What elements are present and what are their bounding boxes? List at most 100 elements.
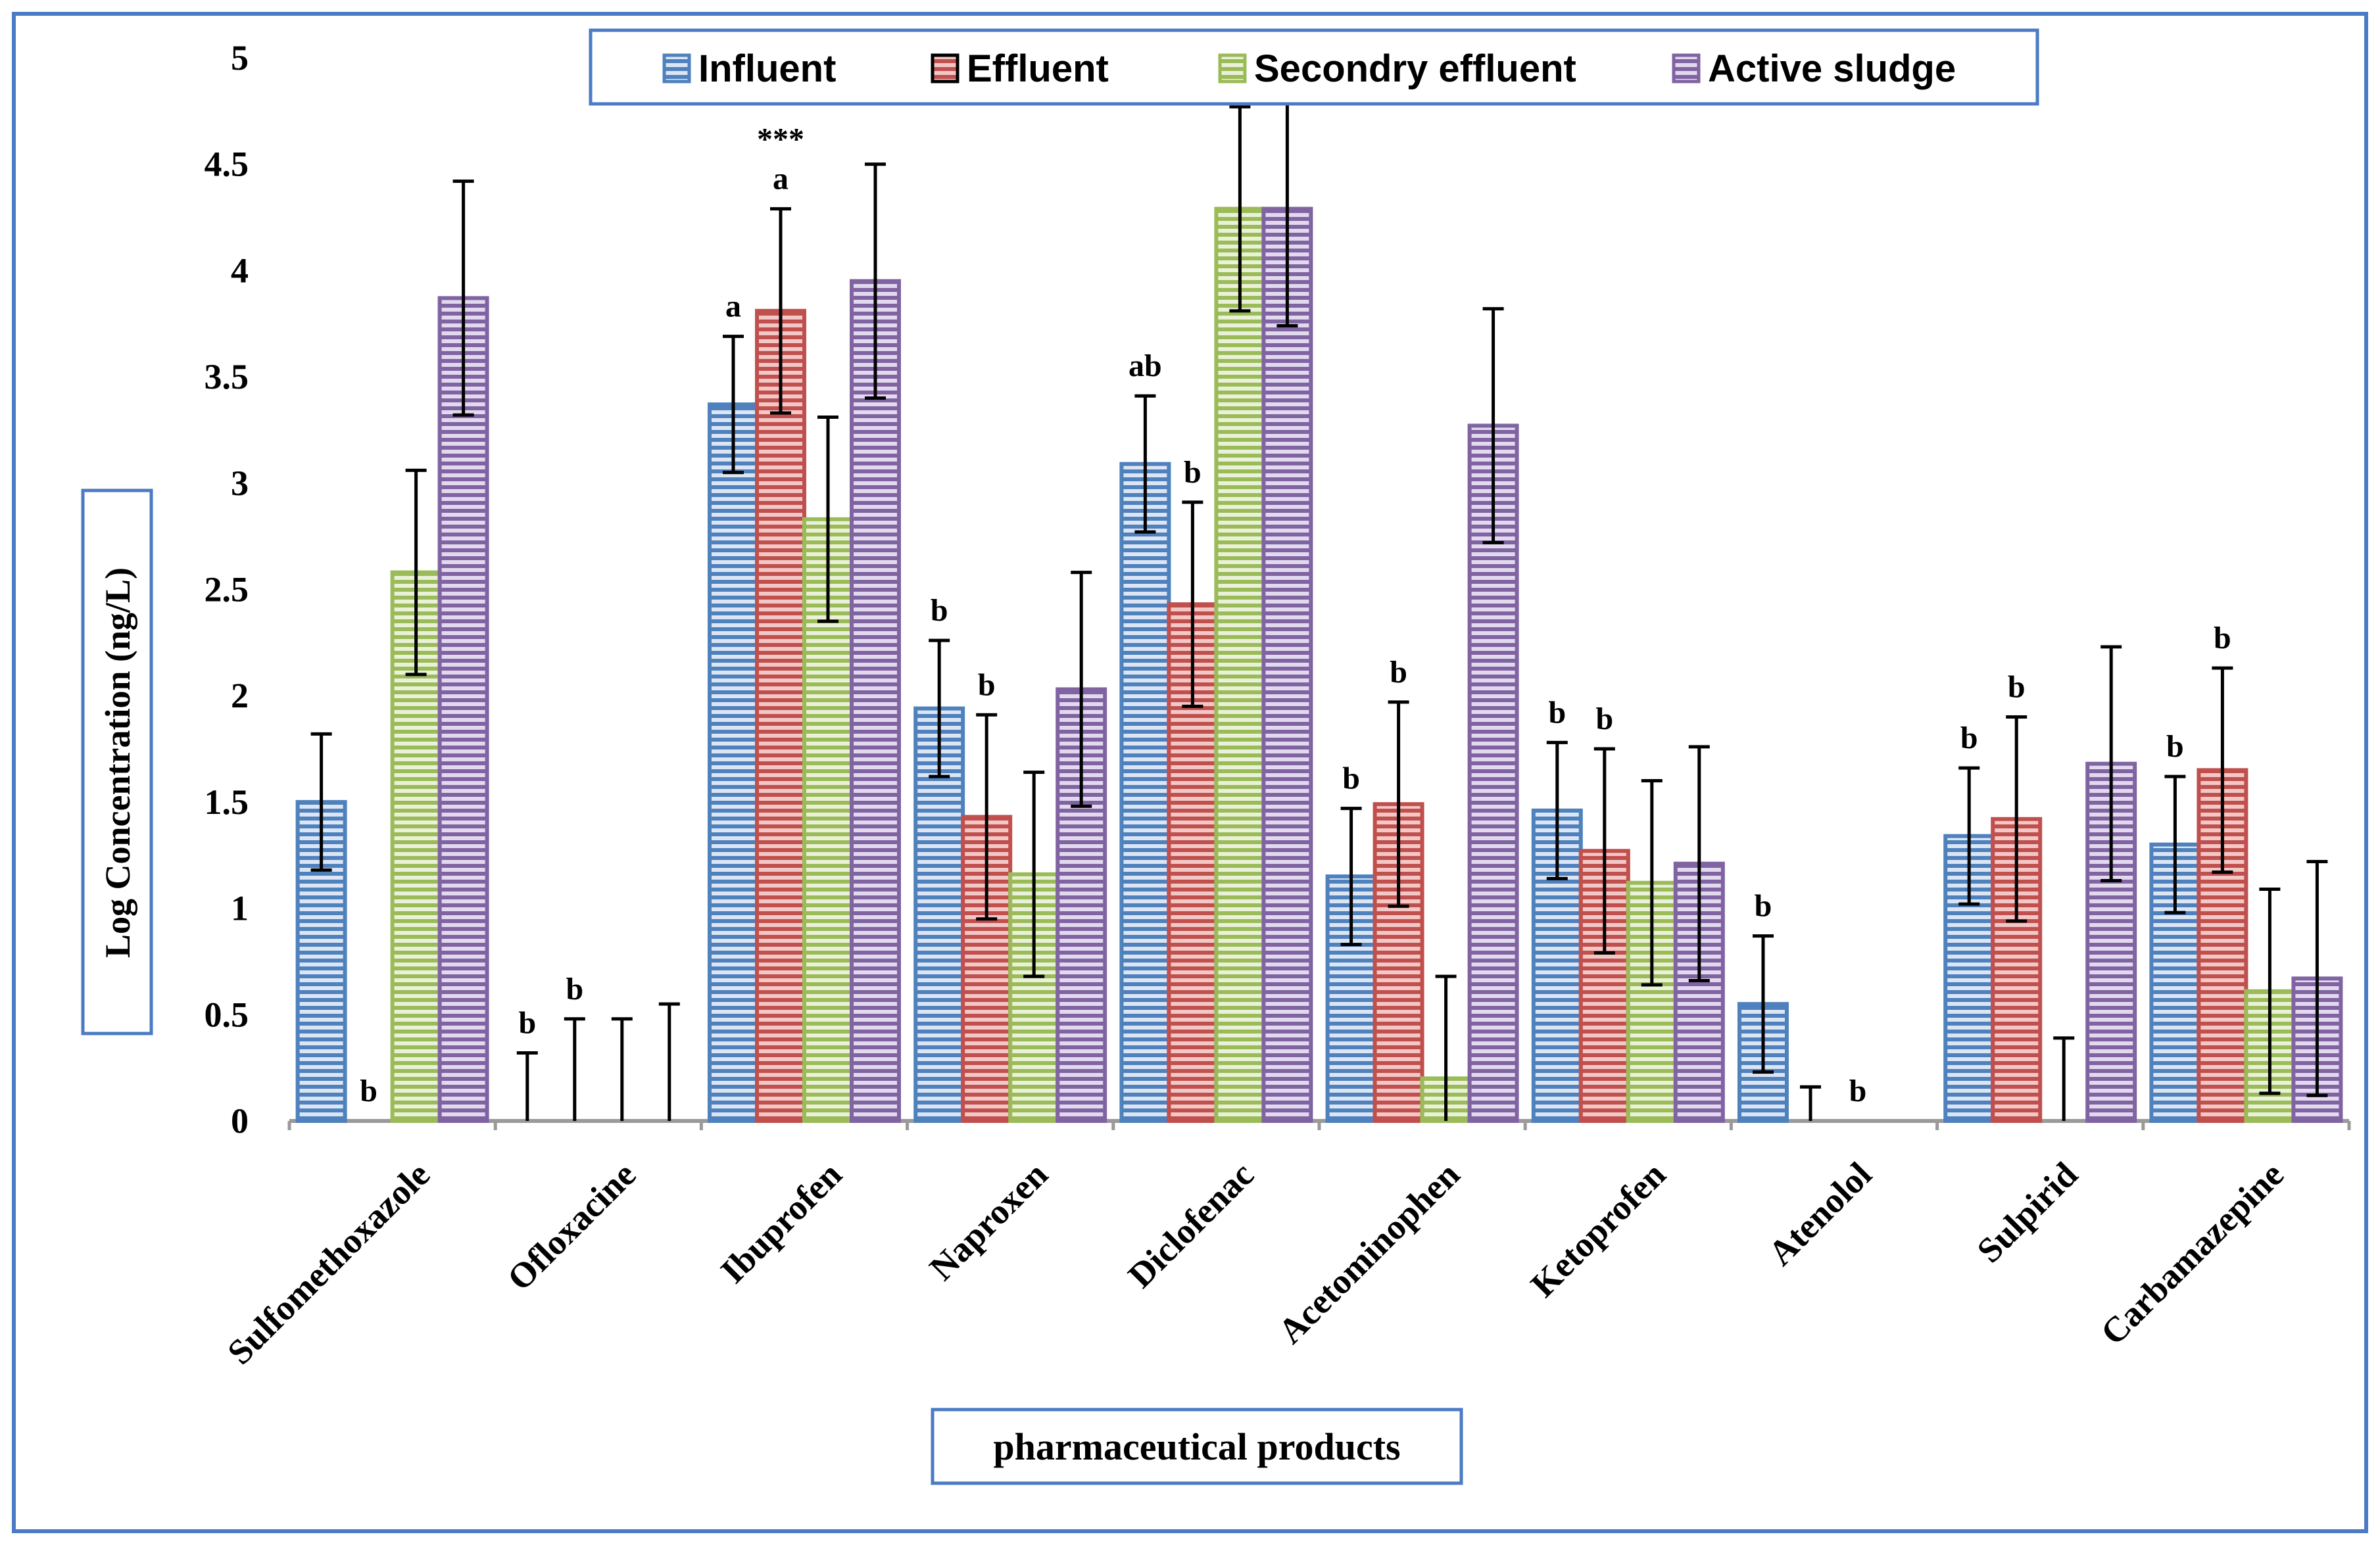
legend-item-active-sludge: Active sludge	[1672, 47, 1956, 90]
significance-label: b	[1342, 761, 1360, 796]
error-bar	[1023, 771, 1045, 978]
bar-effluent	[755, 308, 806, 1124]
y-tick-label: 5	[231, 38, 249, 78]
category-label: Ibuprofen	[713, 1154, 849, 1291]
error-bar	[2164, 774, 2186, 915]
bar-active-sludge	[1261, 206, 1313, 1123]
category-label: Acetominophen	[1271, 1154, 1467, 1351]
y-axis-label-box	[81, 488, 153, 1035]
y-tick-label: 4.5	[205, 145, 249, 184]
error-bar	[1340, 807, 1362, 947]
error-bar	[564, 1017, 585, 1121]
error-bar	[310, 732, 332, 872]
category-labels-layer: Sulfomethoxazole Ofloxacine Ibuprofen Napro…	[220, 1154, 2291, 1372]
category-label: Ofloxacine	[500, 1154, 643, 1298]
error-bar	[2101, 645, 2122, 883]
error-bar	[611, 1017, 633, 1121]
error-bar	[770, 207, 791, 415]
legend-swatch	[931, 53, 959, 83]
legend: Influent Effluent Secondry effluent Active …	[589, 28, 2039, 106]
y-tick-label: 0	[231, 1101, 249, 1141]
bar-active-sludge	[1673, 861, 1725, 1124]
error-bar	[1182, 500, 1203, 708]
category-label: Sulpirid	[1970, 1154, 2085, 1270]
error-bar	[1958, 766, 1980, 906]
error-bar	[2212, 666, 2233, 874]
y-tick-label: 2.5	[205, 570, 249, 609]
y-tick-label: 2	[231, 676, 249, 715]
bar-active-sludge	[437, 296, 489, 1123]
legend-label: Secondry effluent	[1254, 47, 1576, 90]
bars-layer	[295, 206, 2343, 1124]
x-axis-label-group: pharmaceutical products	[931, 1408, 1463, 1485]
legend-swatch	[1218, 53, 1247, 83]
bar-active-sludge	[850, 279, 901, 1124]
error-bar	[865, 162, 886, 400]
significance-label: b	[931, 593, 948, 628]
significance-label: b	[2166, 729, 2184, 764]
bar-influent	[708, 402, 759, 1124]
error-bar	[1753, 934, 1774, 1074]
legend-label: Active sludge	[1708, 47, 1956, 90]
error-bar	[929, 638, 950, 778]
legend-swatch	[662, 53, 691, 83]
error-bar	[1071, 571, 1092, 808]
legend-item-secondry-effluent: Secondry effluent	[1218, 47, 1576, 90]
legend-box	[589, 28, 2039, 106]
error-bar	[1546, 740, 1568, 880]
legend-item-effluent: Effluent	[931, 47, 1109, 90]
error-bar	[817, 416, 838, 623]
significance-label: b	[2214, 621, 2231, 655]
significance-label: b	[1595, 701, 1613, 736]
bar-secondry-effluent	[1214, 206, 1266, 1123]
error-bar	[516, 1051, 538, 1121]
legend-item-influent: Influent	[662, 47, 836, 90]
error-bar	[658, 1002, 680, 1121]
significance-label: b	[360, 1074, 377, 1108]
legend-label: Effluent	[967, 47, 1109, 90]
error-bar	[2053, 1036, 2075, 1121]
error-bar	[2259, 887, 2281, 1095]
error-bar	[2306, 859, 2328, 1097]
category-label: Naproxen	[922, 1154, 1056, 1288]
error-bar	[1388, 700, 1409, 908]
category-label: Ketoprofen	[1523, 1154, 1673, 1304]
error-bar	[1482, 307, 1504, 544]
x-axis-label-box	[931, 1408, 1463, 1485]
category-label: Diclofenac	[1121, 1154, 1261, 1295]
y-axis-label: Log Concentration (ng/L)	[98, 567, 137, 958]
error-bar	[1134, 394, 1156, 534]
y-tick-label: 3	[231, 464, 249, 503]
error-bar	[2006, 715, 2028, 923]
y-tick-label: 3.5	[205, 357, 249, 396]
significance-label: b	[1548, 695, 1566, 730]
significance-label: b	[518, 1006, 536, 1041]
error-bar	[1229, 105, 1251, 313]
significance-label: a	[725, 289, 741, 324]
error-bar	[723, 335, 744, 475]
x-axis-label: pharmaceutical products	[993, 1425, 1400, 1468]
error-bar	[405, 468, 427, 677]
significance-label: b	[1755, 889, 1772, 924]
y-tick-label: 1	[231, 889, 249, 928]
category-label: Carbamazepine	[2093, 1154, 2291, 1352]
significance-label: a	[773, 162, 789, 197]
significance-label: b	[1390, 655, 1407, 690]
y-tick-label: 0.5	[205, 995, 249, 1034]
legend-label: Influent	[698, 47, 836, 90]
significance-label: b	[1849, 1074, 1867, 1108]
significance-label: b	[1184, 455, 1202, 490]
significance-label: b	[2008, 670, 2026, 705]
y-tick-label: 1.5	[205, 782, 249, 822]
error-bar	[1641, 779, 1663, 987]
category-label: Atenolol	[1761, 1154, 1879, 1273]
legend-swatch	[1672, 53, 1701, 83]
significance-label: b	[566, 972, 583, 1007]
bar-influent	[1119, 462, 1171, 1123]
category-label: Sulfomethoxazole	[220, 1154, 437, 1372]
significance-label: ***	[757, 122, 804, 157]
significance-label: b	[1960, 721, 1978, 755]
error-bar	[976, 713, 998, 921]
